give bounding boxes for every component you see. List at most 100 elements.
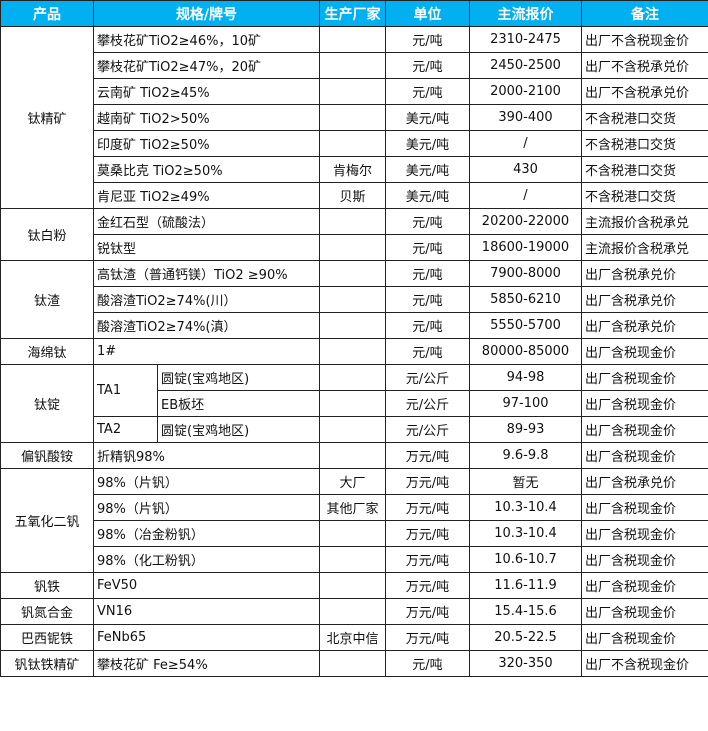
spec-cell: 酸溶渣TiO2≥74%(滇） (93, 312, 320, 339)
note-cell: 不含税港口交货 (581, 156, 708, 183)
unit-cell: 元/吨 (385, 650, 470, 677)
price-cell: 暂无 (469, 468, 582, 495)
note-cell: 出厂含税承兑价 (581, 312, 708, 339)
price-cell: 10.3-10.4 (469, 520, 582, 547)
note-cell: 出厂含税现金价 (581, 416, 708, 443)
maker-cell (319, 52, 386, 79)
unit-cell: 万元/吨 (385, 598, 470, 625)
spec-cell: 锐钛型 (93, 234, 320, 261)
maker-cell (319, 234, 386, 261)
maker-cell (319, 338, 386, 365)
maker-cell: 大厂 (319, 468, 386, 495)
spec-cell: 酸溶渣TiO2≥74%(川） (93, 286, 320, 313)
product-cell: 巴西铌铁 (0, 624, 94, 651)
unit-cell: 元/吨 (385, 260, 470, 287)
header-price: 主流报价 (469, 0, 582, 27)
spec-cell: 攀枝花矿 Fe≥54% (93, 650, 320, 677)
spec-cell: FeNb65 (93, 624, 320, 651)
price-cell: 20.5-22.5 (469, 624, 582, 651)
spec-cell: EB板坯 (157, 390, 320, 417)
spec-cell: VN16 (93, 598, 320, 625)
price-cell: 2310-2475 (469, 26, 582, 53)
unit-cell: 万元/吨 (385, 520, 470, 547)
price-cell: 320-350 (469, 650, 582, 677)
table-row: 钛精矿 攀枝花矿TiO2≥46%，10矿 元/吨 2310-2475 出厂不含税现金价 (0, 26, 708, 209)
price-cell: 2450-2500 (469, 52, 582, 79)
maker-cell (319, 390, 386, 417)
note-cell: 出厂含税现金价 (581, 520, 708, 547)
price-cell: 9.6-9.8 (469, 442, 582, 469)
price-cell: 5850-6210 (469, 286, 582, 313)
spec-cell: 圆锭(宝鸡地区) (157, 416, 320, 443)
unit-cell: 元/吨 (385, 234, 470, 261)
unit-cell: 美元/吨 (385, 130, 470, 157)
note-cell: 出厂含税现金价 (581, 494, 708, 521)
note-cell: 不含税港口交货 (581, 130, 708, 157)
unit-cell: 万元/吨 (385, 442, 470, 469)
price-cell: / (469, 182, 582, 209)
unit-cell: 万元/吨 (385, 546, 470, 573)
unit-cell: 万元/吨 (385, 624, 470, 651)
spec-cell: 98%（片钒） (93, 468, 320, 495)
unit-cell: 万元/吨 (385, 468, 470, 495)
note-cell: 出厂含税现金价 (581, 442, 708, 469)
maker-cell (319, 260, 386, 287)
maker-cell (319, 416, 386, 443)
product-cell: 钛精矿 (0, 26, 94, 209)
table-row: 酸溶渣TiO2≥74%(滇） 元/吨 5550-5700 出厂含税承兑价 (1, 312, 708, 339)
table-row: 钒铁 FeV50 万元/吨 11.6-11.9 出厂含税现金价 (0, 572, 708, 599)
maker-cell (319, 26, 386, 53)
note-cell: 出厂含税现金价 (581, 390, 708, 417)
maker-cell: 贝斯 (319, 182, 386, 209)
price-cell: 20200-22000 (469, 208, 582, 235)
maker-cell (319, 650, 386, 677)
table-row: 莫桑比克 TiO2≥50% 肯梅尔 美元/吨 430 不含税港口交货 (1, 156, 708, 183)
maker-cell: 北京中信 (319, 624, 386, 651)
maker-cell (319, 364, 386, 391)
price-cell: 430 (469, 156, 582, 183)
price-cell: / (469, 130, 582, 157)
table-row: 锐钛型 元/吨 18600-19000 主流报价含税承兑 (1, 234, 708, 261)
price-cell: 18600-19000 (469, 234, 582, 261)
price-cell: 10.6-10.7 (469, 546, 582, 573)
price-cell: 10.3-10.4 (469, 494, 582, 521)
header-unit: 单位 (385, 0, 470, 27)
unit-cell: 元/吨 (385, 338, 470, 365)
maker-cell: 肯梅尔 (319, 156, 386, 183)
note-cell: 出厂含税承兑价 (581, 260, 708, 287)
maker-cell (319, 520, 386, 547)
table-row: 钛锭 TA1 圆锭(宝鸡地区) 元/公斤 94-98 出厂含税现金价 (0, 364, 708, 443)
table-row: 钛渣 高钛渣（普通钙镁）TiO2 ≥90% 元/吨 7900-8000 出厂含税承兑价 (0, 260, 708, 339)
maker-cell (319, 442, 386, 469)
spec-cell: 98%（化工粉钒） (93, 546, 320, 573)
product-cell: 钒钛铁精矿 (0, 650, 94, 677)
product-cell: 海绵钛 (0, 338, 94, 365)
table-row: 五氧化二钒 98%（片钒） 大厂 万元/吨 暂无 出厂含税承兑价 (0, 468, 708, 573)
note-cell: 出厂不含税现金价 (581, 26, 708, 53)
spec-cell: 印度矿 TiO2≥50% (93, 130, 320, 157)
note-cell: 出厂含税现金价 (581, 338, 708, 365)
price-cell: 89-93 (469, 416, 582, 443)
unit-cell: 万元/吨 (385, 572, 470, 599)
maker-cell (319, 104, 386, 131)
unit-cell: 美元/吨 (385, 156, 470, 183)
price-cell: 80000-85000 (469, 338, 582, 365)
product-cell: 钒铁 (0, 572, 94, 599)
table-row: TA2 圆锭(宝鸡地区) 元/公斤 89-93 出厂含税现金价 (1, 416, 708, 443)
price-cell: 5550-5700 (469, 312, 582, 339)
unit-cell: 万元/吨 (385, 494, 470, 521)
header-note: 备注 (581, 0, 708, 27)
product-cell: 偏钒酸铵 (0, 442, 94, 469)
spec-cell: 98%（片钒） (93, 494, 320, 521)
unit-cell: 元/吨 (385, 208, 470, 235)
header-row: 产品 规格/牌号 生产厂家 单位 主流报价 备注 (0, 0, 708, 27)
price-table: 产品 规格/牌号 生产厂家 单位 主流报价 备注 钛精矿 攀枝花矿TiO2≥46%… (0, 0, 708, 677)
unit-cell: 元/吨 (385, 286, 470, 313)
spec-cell: 攀枝花矿TiO2≥46%，10矿 (93, 26, 320, 53)
spec-cell: 圆锭(宝鸡地区) (157, 364, 320, 391)
maker-cell (319, 286, 386, 313)
price-cell: 94-98 (469, 364, 582, 391)
maker-cell (319, 130, 386, 157)
unit-cell: 美元/吨 (385, 104, 470, 131)
note-cell: 出厂含税现金价 (581, 572, 708, 599)
